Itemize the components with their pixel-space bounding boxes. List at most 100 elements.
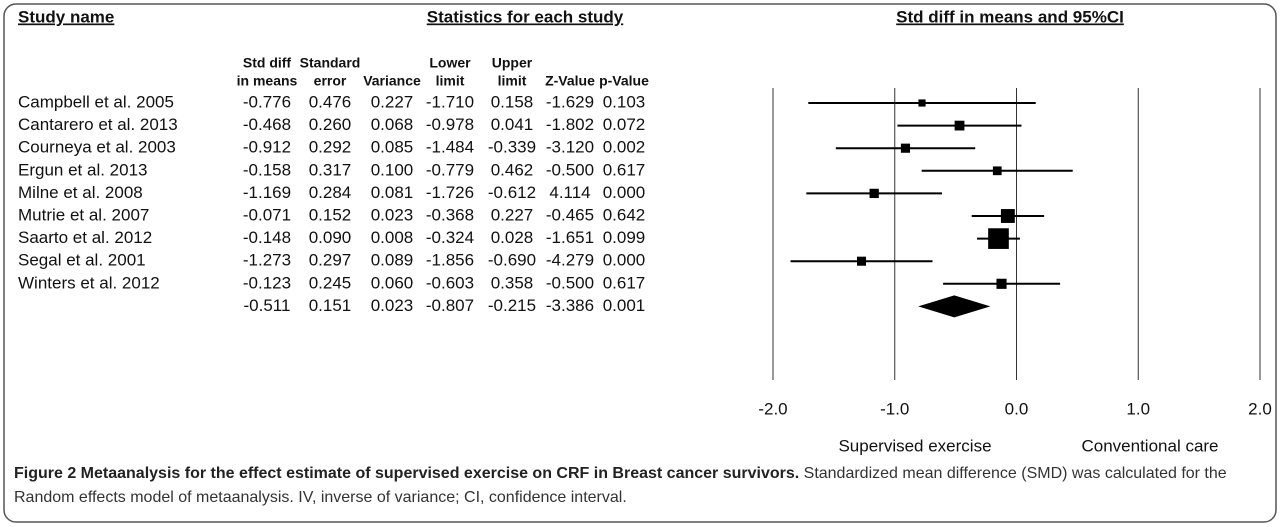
table-value: 0.089 [371,251,414,270]
effect-box [996,278,1007,289]
table-value: 0.103 [603,92,646,111]
column-header: Standard [300,55,361,71]
table-value: 0.000 [603,183,646,202]
table-value: 0.041 [491,115,534,134]
effect-box [918,99,926,107]
frame [3,3,1277,523]
effect-box [988,228,1009,249]
column-header: Lower [429,55,471,71]
table-value: -0.123 [243,273,291,292]
table-value: 0.227 [371,92,414,111]
x-tick-label: 0.0 [1005,399,1029,418]
column-header: Upper [492,55,533,71]
table-value: 0.072 [603,115,646,134]
summary-diamond [918,295,991,318]
table-value: 0.085 [371,138,414,157]
column-header: limit [498,73,527,89]
study-name: Courneya et al. 2003 [18,138,176,157]
table-value: 0.358 [491,273,534,292]
caption-text: Standardized mean difference (SMD) was c… [14,465,1227,506]
column-header: limit [436,73,465,89]
x-label-right: Conventional care [1081,436,1218,455]
table-value: -1.802 [546,115,594,134]
table-value: 0.617 [603,273,646,292]
table-value: -0.368 [426,205,474,224]
table-value: 0.227 [491,205,534,224]
table-value: -1.629 [546,92,594,111]
study-name: Campbell et al. 2005 [18,92,174,111]
table-value: -3.386 [546,296,594,315]
study-name: Mutrie et al. 2007 [18,205,149,224]
table-value: -0.912 [243,138,291,157]
table-value: -0.776 [243,92,291,111]
x-tick-label: -2.0 [758,399,787,418]
effect-box [1000,209,1015,223]
x-tick-label: 1.0 [1126,399,1150,418]
table-value: -0.500 [546,160,594,179]
table-value: 4.114 [549,183,590,202]
table-value: -0.690 [488,251,536,270]
table-value: 0.028 [491,228,534,247]
table-value: -1.726 [426,183,474,202]
caption: Figure 2 Metaanalysis for the effect est… [14,462,1264,510]
table-value: 0.068 [371,115,414,134]
table-value: 0.297 [309,251,352,270]
study-name: Winters et al. 2012 [18,273,160,292]
table-value: 0.245 [309,273,352,292]
table-value: -0.158 [243,160,291,179]
stats-header: Statistics for each study [427,7,624,26]
table-value: -4.279 [546,251,594,270]
table-value: -0.612 [488,183,536,202]
table-value: 0.100 [371,160,414,179]
study-name: Milne et al. 2008 [18,183,143,202]
study-name: Cantarero et al. 2013 [18,115,178,134]
table-value: -0.071 [243,205,291,224]
column-header: error [314,73,347,89]
table-value: -1.273 [243,251,291,270]
table-value: 0.081 [371,183,414,202]
table-value: 0.008 [371,228,414,247]
column-header: in means [237,73,298,89]
table-value: -1.484 [426,138,474,157]
plot-header: Std diff in means and 95%CI [896,7,1124,26]
effect-box [856,256,867,266]
study-name: Segal et al. 2001 [18,251,146,270]
table-value: 0.002 [603,138,646,157]
table-value: 0.476 [309,92,352,111]
table-value: -0.779 [426,160,474,179]
table-value: -0.807 [426,296,474,315]
table-value: 0.284 [309,183,352,202]
table-value: 0.090 [309,228,352,247]
table-value: -1.169 [243,183,291,202]
table-value: -0.468 [243,115,291,134]
x-label-left: Supervised exercise [838,436,991,455]
table-value: 0.060 [371,273,414,292]
table-value: 0.023 [371,296,414,315]
table-value: -0.603 [426,273,474,292]
column-header: Variance [363,73,421,89]
table-value: -1.651 [546,228,594,247]
effect-box [869,188,879,199]
x-tick-label: 2.0 [1248,399,1272,418]
table-value: 0.317 [309,160,352,179]
table-value: -0.215 [488,296,536,315]
study-name: Saarto et al. 2012 [18,228,152,247]
table-value: -0.339 [488,138,536,157]
table-value: 0.099 [603,228,646,247]
study-header: Study name [18,7,114,26]
column-header: p-Value [599,73,649,89]
table-value: 0.158 [491,92,534,111]
table-value: 0.152 [309,205,352,224]
table-value: -1.856 [426,251,474,270]
table-value: 0.617 [603,160,646,179]
effect-box [900,143,911,153]
table-value: -3.120 [546,138,594,157]
study-name: Ergun et al. 2013 [18,160,147,179]
x-tick-label: -1.0 [880,399,909,418]
caption-bold: Figure 2 Metaanalysis for the effect est… [14,465,800,482]
column-header: Std diff [243,55,292,71]
table-value: 0.292 [309,138,352,157]
table-value: 0.023 [371,205,414,224]
